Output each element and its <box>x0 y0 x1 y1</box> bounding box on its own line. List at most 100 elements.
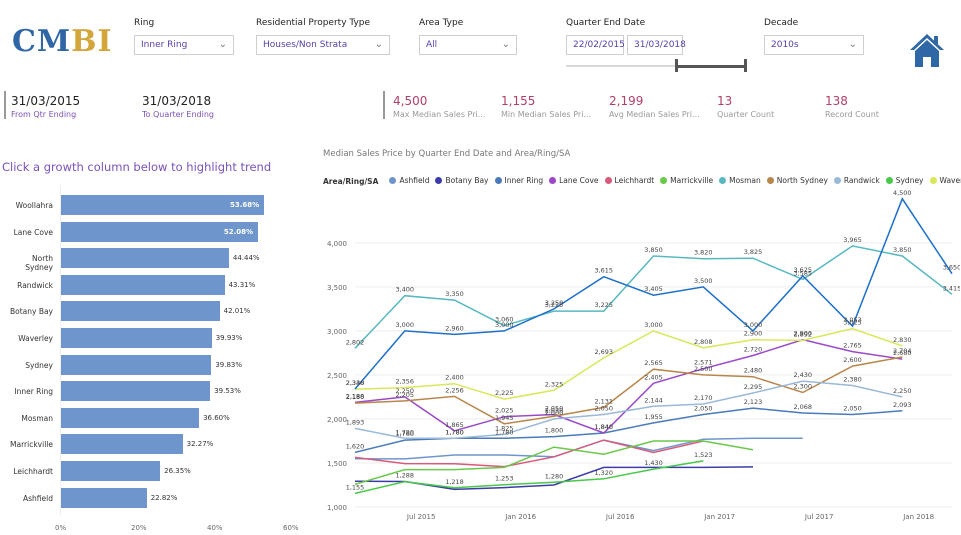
min-price-value: 1,155 <box>501 94 536 108</box>
x-axis-tick: Jul 2016 <box>605 513 635 521</box>
series-line <box>354 327 903 400</box>
legend-label: Randwick <box>843 176 880 185</box>
growth-bar-chart: Woollahra 53.68% Lane Cove 52.08% North Sydn… <box>0 185 300 535</box>
data-label: 2,256 <box>445 386 464 394</box>
series-line <box>354 197 953 390</box>
legend-item[interactable]: Ashfield <box>389 176 429 185</box>
bar-label: Mosman <box>21 413 53 423</box>
data-label: 2,068 <box>793 403 812 411</box>
growth-bar[interactable] <box>60 195 264 215</box>
line-chart-title: Median Sales Price by Quarter End Date a… <box>323 149 571 159</box>
legend-item[interactable]: Sydney <box>885 176 924 185</box>
data-label: 2,295 <box>744 383 763 391</box>
data-label: 1,780 <box>495 428 514 436</box>
data-label: 2,960 <box>445 324 464 332</box>
data-label: 2,680 <box>893 349 912 357</box>
legend-item[interactable]: Botany Bay <box>435 176 489 185</box>
y-axis-tick: 4,000 <box>327 240 347 248</box>
legend-dot <box>660 177 668 184</box>
data-label: 2,405 <box>644 373 663 381</box>
data-label: 2,802 <box>346 338 365 346</box>
date-slider-handle-end[interactable] <box>744 59 747 72</box>
area-type-value: All <box>426 40 438 50</box>
data-label: 1,893 <box>346 418 365 426</box>
legend-item[interactable]: Marrickville <box>660 176 713 185</box>
date-slider-handle-start[interactable] <box>675 59 678 72</box>
bar-label: Waverley <box>18 334 53 343</box>
legend-item[interactable]: Waverley <box>929 176 961 185</box>
bar-axis-tick: 20% <box>131 524 147 532</box>
data-label: 2,250 <box>395 387 414 395</box>
data-label: 2,030 <box>545 406 564 414</box>
series-line <box>354 440 754 486</box>
y-axis-tick: 2,500 <box>327 372 347 380</box>
series-line <box>354 356 903 425</box>
growth-bar[interactable] <box>60 487 147 508</box>
date-slider-track[interactable] <box>566 65 746 67</box>
data-label: 1,840 <box>594 423 613 431</box>
data-label: 3,225 <box>594 301 613 309</box>
home-icon[interactable] <box>908 31 946 73</box>
data-label: 2,480 <box>744 367 763 375</box>
growth-bar[interactable] <box>60 434 183 455</box>
bar-label: Sydney <box>25 360 53 370</box>
ring-value: Inner Ring <box>141 40 188 50</box>
data-label: 3,500 <box>694 277 713 285</box>
data-label: 2,180 <box>346 393 365 401</box>
quarter-to-input[interactable]: 31/03/2018 <box>627 35 686 55</box>
data-label: 3,000 <box>744 321 763 329</box>
series-line <box>354 460 704 495</box>
legend-item[interactable]: Leichhardt <box>604 176 654 185</box>
bar-axis-tick: 60% <box>283 524 299 532</box>
legend-dot <box>389 177 397 184</box>
data-label: 2,025 <box>495 407 514 415</box>
legend-dot <box>604 177 612 184</box>
data-label: 3,625 <box>793 266 812 274</box>
data-label: 3,400 <box>395 286 414 294</box>
legend-label: Lane Cove <box>559 176 599 185</box>
decade-dropdown[interactable]: 2010s ⌄ <box>764 35 864 55</box>
growth-bar[interactable] <box>60 407 200 428</box>
quarter-count-caption: Quarter Count <box>717 110 775 119</box>
data-label: 1,523 <box>694 451 713 459</box>
quarter-from-input[interactable]: 22/02/2015 <box>566 35 625 55</box>
growth-bar[interactable] <box>60 301 220 322</box>
growth-bar[interactable] <box>60 328 212 348</box>
from-date-value: 31/03/2015 <box>11 94 81 108</box>
y-axis-tick: 1,500 <box>327 460 347 468</box>
data-label: 2,340 <box>346 379 365 387</box>
legend-item[interactable]: Mosman <box>719 176 761 185</box>
growth-bar[interactable] <box>60 461 161 481</box>
data-label: 2,704 <box>893 347 912 355</box>
data-label: 1,780 <box>445 428 464 436</box>
bar-value-label: 52.08% <box>223 227 254 236</box>
area-type-dropdown[interactable]: All ⌄ <box>419 35 517 55</box>
data-label: 1,780 <box>395 428 414 436</box>
legend-item[interactable]: Inner Ring <box>494 176 543 185</box>
growth-bar[interactable] <box>60 274 225 295</box>
to-date-caption: To Quarter Ending <box>142 110 214 119</box>
legend-item[interactable]: Randwick <box>833 176 880 185</box>
legend-label: Botany Bay <box>445 176 489 185</box>
y-axis-tick: 3,500 <box>327 284 347 292</box>
bar-label: Inner Ring <box>14 387 53 397</box>
ring-dropdown[interactable]: Inner Ring ⌄ <box>134 35 234 55</box>
quarter-end-label: Quarter End Date <box>566 18 646 28</box>
growth-bar[interactable] <box>60 354 212 375</box>
data-label: 2,565 <box>644 359 663 367</box>
legend-item[interactable]: North Sydney <box>766 176 828 185</box>
property-type-dropdown[interactable]: Houses/Non Strata ⌄ <box>256 35 390 55</box>
bar-label: Randwick <box>17 280 53 290</box>
data-label: 2,380 <box>843 375 862 383</box>
growth-bar[interactable] <box>60 221 258 242</box>
legend-item[interactable]: Lane Cove <box>549 176 599 185</box>
y-axis-tick: 3,000 <box>327 328 347 336</box>
bar-label: Marrickville <box>10 440 53 450</box>
bar-axis-line <box>60 185 61 515</box>
legend-label: Marrickville <box>670 176 714 185</box>
growth-bar[interactable] <box>60 248 229 269</box>
data-label: 2,050 <box>694 405 713 413</box>
growth-bar[interactable] <box>60 381 211 402</box>
bar-value-label: 32.27% <box>186 440 214 449</box>
avg-price-caption: Avg Median Sales Pri... <box>609 110 700 119</box>
